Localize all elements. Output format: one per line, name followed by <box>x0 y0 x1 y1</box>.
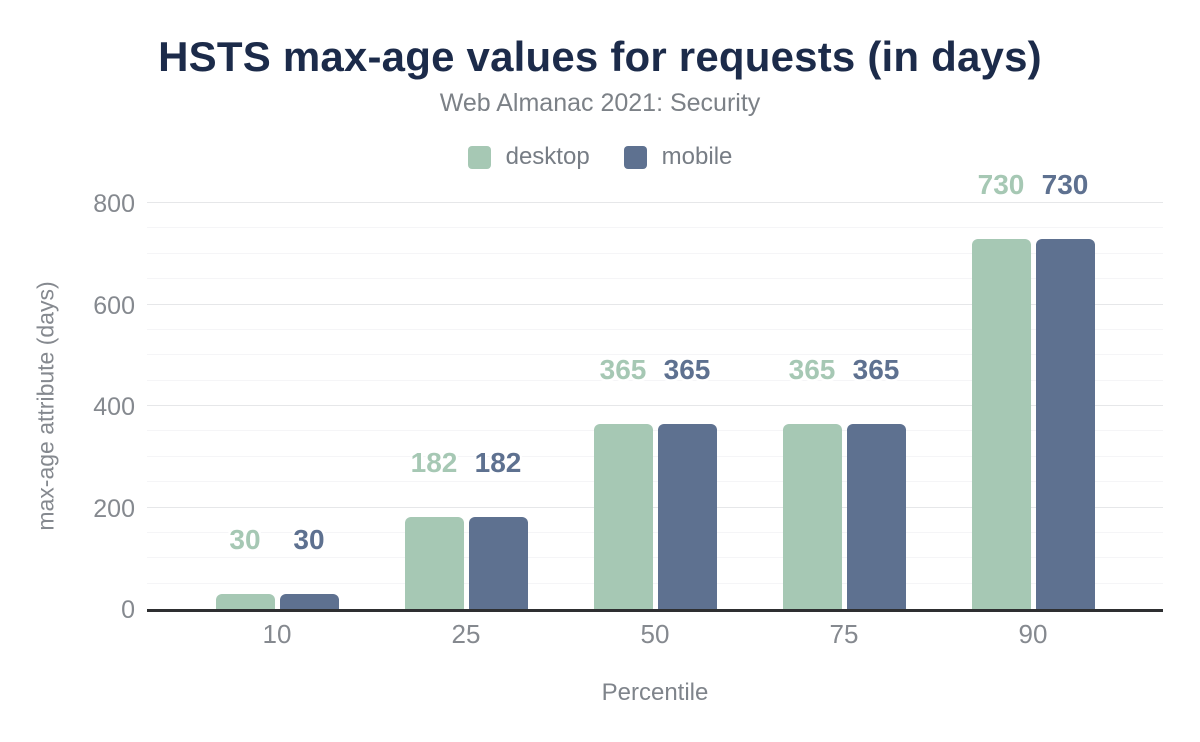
legend-label-desktop: desktop <box>505 143 590 170</box>
mobile-swatch-icon <box>623 145 647 169</box>
x-tick-90: 90 <box>1018 619 1048 649</box>
value-label-mobile-p50: 365 <box>663 353 711 385</box>
y-tick-200: 200 <box>93 494 135 523</box>
legend-item-mobile[interactable]: mobile <box>623 143 733 171</box>
desktop-swatch-icon <box>467 145 491 169</box>
value-label-desktop-p50: 365 <box>599 353 647 385</box>
gridline-250 <box>147 481 1163 483</box>
gridline-50 <box>147 582 1163 584</box>
bar-group-p25: 182 182 <box>404 203 528 609</box>
bar-mobile-p90[interactable] <box>1035 238 1095 609</box>
gridline-700 <box>147 252 1163 254</box>
bar-mobile-p10[interactable] <box>279 593 339 609</box>
x-axis-title: Percentile <box>601 679 709 706</box>
bar-group-p10: 30 30 <box>215 203 339 609</box>
bar-desktop-p50[interactable] <box>593 423 653 609</box>
gridline-500 <box>147 354 1163 356</box>
bar-desktop-p10[interactable] <box>215 593 275 609</box>
value-label-desktop-p75: 365 <box>788 353 836 385</box>
bar-desktop-p75[interactable] <box>782 423 842 609</box>
bar-desktop-p90[interactable] <box>971 238 1031 609</box>
x-tick-10: 10 <box>262 619 292 649</box>
gridline-100 <box>147 557 1163 559</box>
bar-group-p75: 365 365 <box>782 203 906 609</box>
y-axis-title: max-age attribute (days) <box>32 281 59 531</box>
gridline-800 <box>147 202 1163 203</box>
gridline-600 <box>147 303 1163 305</box>
bar-group-p90: 730 730 <box>971 170 1095 609</box>
value-label-mobile-p25: 182 <box>474 446 522 478</box>
chart-subtitle: Web Almanac 2021: Security <box>439 89 761 117</box>
value-label-desktop-p10: 30 <box>229 523 261 555</box>
legend-item-desktop[interactable]: desktop <box>467 143 590 171</box>
gridline-200 <box>147 506 1163 508</box>
gridline-750 <box>147 227 1163 229</box>
gridline-650 <box>147 278 1163 280</box>
gridline-300 <box>147 455 1163 457</box>
bar-mobile-p75[interactable] <box>846 423 906 609</box>
gridline-550 <box>147 328 1163 330</box>
bar-desktop-p25[interactable] <box>404 516 464 609</box>
gridline-350 <box>147 430 1163 432</box>
gridline-150 <box>147 531 1163 533</box>
value-label-desktop-p25: 182 <box>410 446 458 478</box>
value-label-desktop-p90: 730 <box>977 168 1025 200</box>
y-tick-800: 800 <box>93 190 135 218</box>
legend: desktop mobile <box>0 143 1200 171</box>
y-tick-400: 400 <box>93 393 135 421</box>
bar-mobile-p50[interactable] <box>657 423 717 609</box>
value-label-mobile-p10: 30 <box>293 523 325 555</box>
value-label-mobile-p90: 730 <box>1041 168 1089 200</box>
x-tick-50: 50 <box>640 619 670 649</box>
bar-mobile-p25[interactable] <box>468 516 528 609</box>
y-tick-600: 600 <box>93 291 135 320</box>
plot-area: 30 30 182 182 365 365 365 365 730 730 <box>147 170 1163 612</box>
legend-label-mobile: mobile <box>661 143 733 170</box>
x-tick-25: 25 <box>451 619 481 649</box>
y-tick-0: 0 <box>121 596 135 624</box>
value-label-mobile-p75: 365 <box>852 353 900 385</box>
x-tick-75: 75 <box>829 619 859 649</box>
gridline-400 <box>147 405 1163 406</box>
bar-group-p50: 365 365 <box>593 203 717 609</box>
gridline-450 <box>147 379 1163 381</box>
chart-title: HSTS max-age values for requests (in day… <box>158 33 1042 80</box>
